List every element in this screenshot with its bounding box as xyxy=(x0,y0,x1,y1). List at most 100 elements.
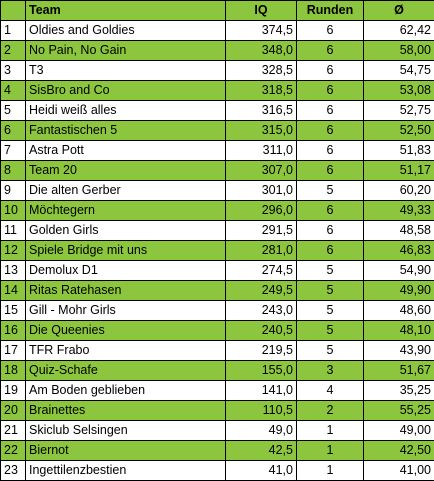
team-name-cell: Team 20 xyxy=(26,161,226,181)
header-rank xyxy=(1,1,26,21)
iq-cell: 41,0 xyxy=(226,461,297,481)
average-cell: 55,25 xyxy=(364,401,434,421)
average-cell: 52,75 xyxy=(364,101,434,121)
average-cell: 52,50 xyxy=(364,121,434,141)
rounds-cell: 5 xyxy=(297,281,364,301)
average-cell: 51,67 xyxy=(364,361,434,381)
iq-cell: 318,5 xyxy=(226,81,297,101)
rounds-cell: 5 xyxy=(297,261,364,281)
rank-cell: 4 xyxy=(1,81,26,101)
iq-cell: 249,5 xyxy=(226,281,297,301)
header-team: Team xyxy=(26,1,226,21)
iq-cell: 291,5 xyxy=(226,221,297,241)
average-cell: 46,83 xyxy=(364,241,434,261)
rank-cell: 2 xyxy=(1,41,26,61)
rank-cell: 9 xyxy=(1,181,26,201)
average-cell: 51,83 xyxy=(364,141,434,161)
iq-cell: 311,0 xyxy=(226,141,297,161)
rank-cell: 16 xyxy=(1,321,26,341)
rank-cell: 20 xyxy=(1,401,26,421)
iq-cell: 219,5 xyxy=(226,341,297,361)
average-cell: 49,33 xyxy=(364,201,434,221)
average-cell: 48,60 xyxy=(364,301,434,321)
iq-cell: 49,0 xyxy=(226,421,297,441)
rounds-cell: 6 xyxy=(297,101,364,121)
team-name-cell: Fantastischen 5 xyxy=(26,121,226,141)
team-name-cell: Die alten Gerber xyxy=(26,181,226,201)
rounds-cell: 4 xyxy=(297,381,364,401)
average-cell: 41,00 xyxy=(364,461,434,481)
average-cell: 62,42 xyxy=(364,21,434,41)
rounds-cell: 6 xyxy=(297,81,364,101)
iq-cell: 315,0 xyxy=(226,121,297,141)
team-name-cell: Die Queenies xyxy=(26,321,226,341)
iq-cell: 307,0 xyxy=(226,161,297,181)
average-cell: 60,20 xyxy=(364,181,434,201)
rounds-cell: 6 xyxy=(297,61,364,81)
average-cell: 49,00 xyxy=(364,421,434,441)
rank-cell: 7 xyxy=(1,141,26,161)
team-name-cell: T3 xyxy=(26,61,226,81)
rank-cell: 1 xyxy=(1,21,26,41)
team-name-cell: Ingettilenzbestien xyxy=(26,461,226,481)
rounds-cell: 6 xyxy=(297,161,364,181)
average-cell: 48,10 xyxy=(364,321,434,341)
rounds-cell: 3 xyxy=(297,361,364,381)
rounds-cell: 6 xyxy=(297,141,364,161)
iq-cell: 141,0 xyxy=(226,381,297,401)
team-name-cell: Am Boden geblieben xyxy=(26,381,226,401)
rounds-cell: 5 xyxy=(297,341,364,361)
iq-cell: 328,5 xyxy=(226,61,297,81)
team-name-cell: Demolux D1 xyxy=(26,261,226,281)
iq-cell: 316,5 xyxy=(226,101,297,121)
rounds-cell: 6 xyxy=(297,241,364,261)
team-name-cell: Golden Girls xyxy=(26,221,226,241)
iq-cell: 110,5 xyxy=(226,401,297,421)
rank-cell: 11 xyxy=(1,221,26,241)
rounds-cell: 6 xyxy=(297,221,364,241)
average-cell: 43,90 xyxy=(364,341,434,361)
team-name-cell: Quiz-Schafe xyxy=(26,361,226,381)
average-cell: 54,90 xyxy=(364,261,434,281)
average-cell: 49,90 xyxy=(364,281,434,301)
rounds-cell: 6 xyxy=(297,201,364,221)
iq-cell: 296,0 xyxy=(226,201,297,221)
rank-cell: 6 xyxy=(1,121,26,141)
rounds-cell: 2 xyxy=(297,401,364,421)
team-name-cell: Skiclub Selsingen xyxy=(26,421,226,441)
rounds-cell: 1 xyxy=(297,461,364,481)
rounds-cell: 6 xyxy=(297,21,364,41)
rank-cell: 10 xyxy=(1,201,26,221)
rounds-cell: 5 xyxy=(297,321,364,341)
iq-cell: 243,0 xyxy=(226,301,297,321)
iq-cell: 281,0 xyxy=(226,241,297,261)
team-name-cell: Astra Pott xyxy=(26,141,226,161)
rounds-cell: 5 xyxy=(297,301,364,321)
average-cell: 51,17 xyxy=(364,161,434,181)
iq-cell: 348,0 xyxy=(226,41,297,61)
rank-cell: 18 xyxy=(1,361,26,381)
team-name-cell: Gill - Mohr Girls xyxy=(26,301,226,321)
average-cell: 35,25 xyxy=(364,381,434,401)
average-cell: 58,00 xyxy=(364,41,434,61)
rank-cell: 13 xyxy=(1,261,26,281)
average-cell: 48,58 xyxy=(364,221,434,241)
average-cell: 54,75 xyxy=(364,61,434,81)
rounds-cell: 6 xyxy=(297,41,364,61)
